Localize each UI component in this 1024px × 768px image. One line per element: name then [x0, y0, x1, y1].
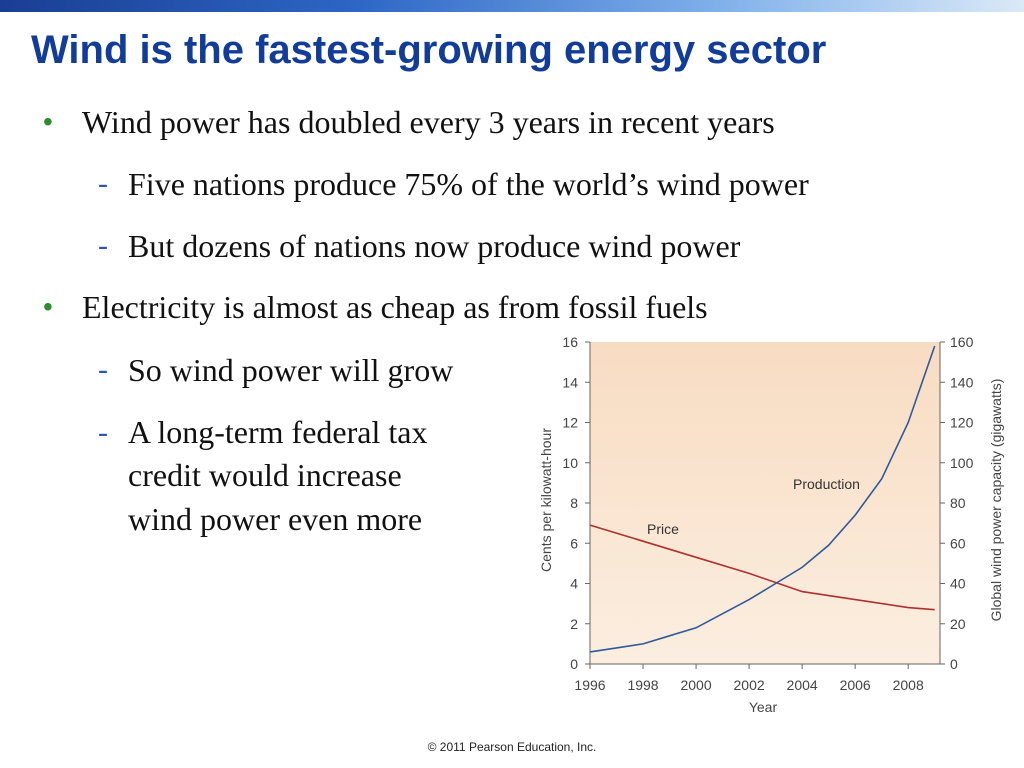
sub-bullet-text: So wind power will grow [128, 352, 454, 388]
right-tick-label: 160 [950, 334, 974, 350]
left-tick-label: 14 [562, 374, 578, 390]
x-tick-label: 2002 [734, 677, 765, 693]
right-tick-label: 20 [950, 616, 966, 632]
dash-marker: - [98, 229, 108, 262]
left-tick-label: 6 [570, 535, 578, 551]
sub-bullet-text: Five nations produce 75% of the world’s … [128, 166, 809, 202]
bullet-text: Wind power has doubled every 3 years in … [82, 104, 775, 140]
right-tick-label: 0 [950, 656, 958, 672]
bullet-text: Electricity is almost as cheap as from f… [82, 289, 708, 325]
price-series-label: Price [647, 521, 679, 537]
left-tick-label: 2 [570, 616, 578, 632]
x-tick-label: 1996 [574, 677, 605, 693]
right-tick-label: 120 [950, 415, 974, 431]
right-tick-label: 60 [950, 535, 966, 551]
left-tick-label: 8 [570, 495, 578, 511]
x-tick-label: 2008 [893, 677, 924, 693]
dash-marker: - [98, 416, 108, 449]
production-series-label: Production [793, 476, 860, 492]
left-axis-label: Cents per kilowatt-hour [538, 428, 554, 572]
sub-bullet-text-line3: wind power even more [128, 501, 423, 537]
right-tick-label: 40 [950, 576, 966, 592]
bullet-marker: • [43, 291, 53, 322]
sub-bullet-text: But dozens of nations now produce wind p… [128, 228, 741, 264]
slide-title: Wind is the fastest-growing energy secto… [31, 28, 827, 72]
right-axis-label: Global wind power capacity (gigawatts) [988, 379, 1004, 622]
left-tick-label: 4 [570, 576, 578, 592]
x-tick-label: 2000 [680, 677, 711, 693]
right-tick-label: 100 [950, 455, 974, 471]
bullet-marker: • [43, 106, 53, 137]
right-tick-label: 80 [950, 495, 966, 511]
sub-bullet-text-line2: credit would increase [128, 457, 402, 493]
left-tick-label: 16 [562, 334, 578, 350]
x-tick-label: 2004 [787, 677, 818, 693]
top-accent-bar [0, 0, 1024, 12]
production-series-line [589, 345, 936, 653]
copyright-footer: © 2011 Pearson Education, Inc. [427, 740, 597, 754]
left-tick-label: 12 [562, 415, 578, 431]
dash-marker: - [98, 353, 108, 386]
right-tick-label: 140 [950, 374, 974, 390]
plot-area [590, 342, 940, 664]
x-tick-label: 2006 [840, 677, 871, 693]
x-tick-label: 1998 [627, 677, 658, 693]
left-tick-label: 10 [562, 455, 578, 471]
left-tick-label: 0 [570, 656, 578, 672]
dash-marker: - [98, 167, 108, 200]
price-series-line [589, 524, 935, 611]
x-axis-label: Year [749, 699, 778, 715]
sub-bullet-text-line1: A long-term federal tax [128, 414, 428, 450]
